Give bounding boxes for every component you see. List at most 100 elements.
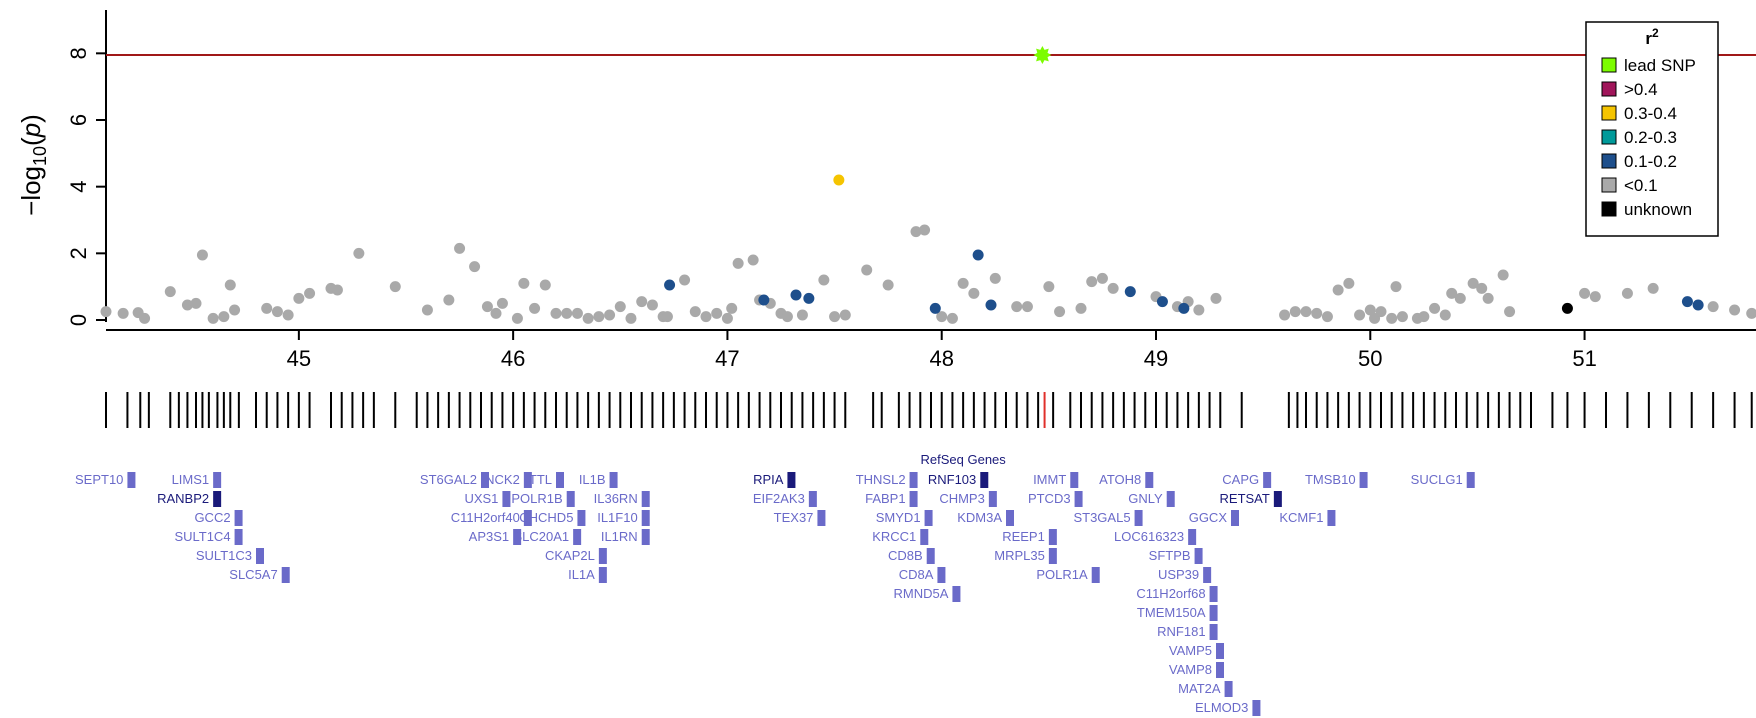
snp-point xyxy=(271,306,283,318)
snp-points xyxy=(100,46,1756,324)
snp-point xyxy=(711,307,723,319)
x-tick-label: 51 xyxy=(1572,346,1596,371)
gene-model xyxy=(787,472,796,488)
gene-label: SLC5A7 xyxy=(229,567,277,582)
gene-label: EIF2AK3 xyxy=(753,491,805,506)
snp-point xyxy=(582,312,594,324)
gene-label: KCMF1 xyxy=(1279,510,1323,525)
y-tick-label: 6 xyxy=(66,114,91,126)
gene-label: TMEM150A xyxy=(1137,605,1206,620)
gene-label: SLC20A1 xyxy=(513,529,569,544)
gene-model xyxy=(1166,491,1175,507)
gene-label: C11H2orf68 xyxy=(1136,586,1205,601)
gene-label: FABP1 xyxy=(865,491,905,506)
snp-point xyxy=(861,264,873,276)
gene-model xyxy=(256,548,264,564)
gene-model xyxy=(1209,624,1218,640)
gene-label: IL1B xyxy=(579,472,606,487)
snp-point xyxy=(481,301,493,313)
gene-model xyxy=(1048,529,1057,545)
x-tick-label: 45 xyxy=(287,346,311,371)
snp-point xyxy=(181,299,193,311)
snp-point xyxy=(1647,282,1659,294)
gene-model xyxy=(234,529,243,545)
legend-label: 0.1-0.2 xyxy=(1624,152,1677,171)
snp-point xyxy=(1124,286,1136,298)
snp-point xyxy=(1446,287,1458,299)
snp-point xyxy=(1086,276,1098,288)
gene-model xyxy=(556,472,564,488)
gene-label: RETSAT xyxy=(1220,491,1270,506)
snp-point xyxy=(1343,277,1355,289)
snp-point xyxy=(1482,292,1494,304)
gene-model xyxy=(808,491,817,507)
legend-swatch xyxy=(1601,129,1617,145)
snp-point xyxy=(207,312,219,324)
gene-model xyxy=(609,472,618,488)
snp-point xyxy=(1193,304,1205,316)
snp-point xyxy=(833,174,845,186)
gene-model xyxy=(234,510,243,526)
snp-point xyxy=(646,299,658,311)
snp-point xyxy=(664,279,676,291)
snp-point xyxy=(389,281,401,293)
snp-point xyxy=(261,302,273,314)
gene-model xyxy=(1134,510,1143,526)
gene-model xyxy=(1224,681,1233,697)
gene-label: C11H2orf40 xyxy=(451,510,520,525)
snp-point xyxy=(989,272,1001,284)
gene-model xyxy=(920,529,929,545)
gene-track: RefSeq Genes SEPT10 LIMS1 RANBP2 GCC2 SULT1C… xyxy=(75,452,1475,716)
gene-model xyxy=(513,529,522,545)
snp-point xyxy=(1054,306,1066,318)
snp-point xyxy=(571,307,583,319)
x-tick-label: 49 xyxy=(1144,346,1168,371)
snp-point xyxy=(726,302,738,314)
gene-model xyxy=(1216,643,1224,659)
gene-model xyxy=(1216,662,1224,678)
snp-point xyxy=(919,224,931,236)
gene-model xyxy=(937,567,946,583)
gene-model xyxy=(213,491,222,507)
gene-label: LIMS1 xyxy=(172,472,210,487)
snp-point xyxy=(829,311,841,323)
snp-point xyxy=(511,312,523,324)
snp-point xyxy=(1364,304,1376,316)
snp-point xyxy=(796,309,808,321)
gene-model xyxy=(127,472,136,488)
gene-label: REEP1 xyxy=(1002,529,1045,544)
gene-label: SULT1C4 xyxy=(174,529,230,544)
snp-point xyxy=(1375,306,1387,318)
snp-point xyxy=(1354,309,1366,321)
snp-point xyxy=(636,296,648,308)
gene-model xyxy=(1327,510,1336,526)
gene-track-title: RefSeq Genes xyxy=(921,452,1007,467)
gene-label: RNF181 xyxy=(1157,624,1205,639)
gene-label: USP39 xyxy=(1158,567,1199,582)
snp-point xyxy=(529,302,541,314)
snp-point xyxy=(732,257,744,269)
gene-model xyxy=(817,510,826,526)
snp-point xyxy=(1096,272,1108,284)
gene-label: GCC2 xyxy=(194,510,230,525)
x-tick-label: 46 xyxy=(501,346,525,371)
snp-point xyxy=(818,274,830,286)
gene-label: VAMP5 xyxy=(1169,643,1212,658)
legend-swatch xyxy=(1601,57,1617,73)
legend-label: 0.2-0.3 xyxy=(1624,128,1677,147)
gene-label: VAMP8 xyxy=(1169,662,1212,677)
snp-point xyxy=(1279,309,1291,321)
gene-label: SULT1C3 xyxy=(196,548,252,563)
gene-label: MRPL35 xyxy=(994,548,1045,563)
legend-label: lead SNP xyxy=(1624,56,1696,75)
snp-point xyxy=(929,302,941,314)
snp-point xyxy=(758,294,770,306)
snp-point xyxy=(293,292,305,304)
gene-model xyxy=(1263,472,1272,488)
snp-point xyxy=(839,309,851,321)
snp-point xyxy=(1589,291,1601,303)
snp-point xyxy=(1746,307,1756,319)
gene-label: LOC616323 xyxy=(1114,529,1184,544)
snp-point xyxy=(496,297,508,309)
